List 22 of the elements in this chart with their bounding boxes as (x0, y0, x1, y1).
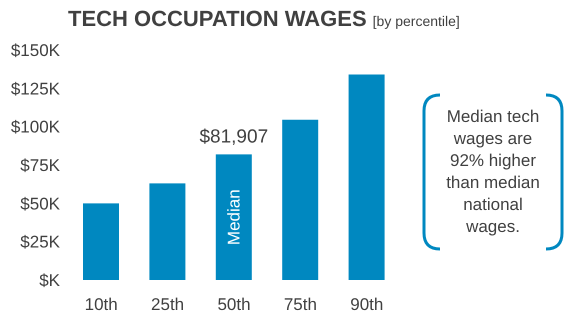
x-tick-label: 10th (84, 295, 118, 314)
y-tick-label: $50K (20, 194, 61, 214)
bar (216, 154, 252, 280)
annotation: Median (224, 189, 244, 246)
y-tick-label: $25K (20, 232, 61, 252)
data-label: $81,907 (199, 126, 268, 148)
y-tick-label: $75K (20, 156, 61, 176)
y-tick-label: $150K (10, 41, 61, 60)
chart-subtitle: [by percentile] (372, 13, 460, 29)
y-tick-label: $100K (10, 118, 61, 137)
x-tick-label: 75th (284, 295, 317, 314)
x-tick-label: 50th (217, 295, 251, 314)
bar (348, 74, 385, 280)
chart-title: TECH OCCUPATION WAGES (68, 6, 367, 31)
y-tick-label: $K (39, 271, 61, 290)
bar (282, 120, 318, 280)
text: Median tech wages are 92% higher than median national wages. (445, 106, 541, 238)
bar (149, 183, 186, 280)
y-tick-label: $125K (10, 79, 61, 98)
x-tick-label: 90th (350, 295, 384, 314)
x-tick-label: 25th (151, 295, 184, 314)
bar (83, 203, 119, 280)
